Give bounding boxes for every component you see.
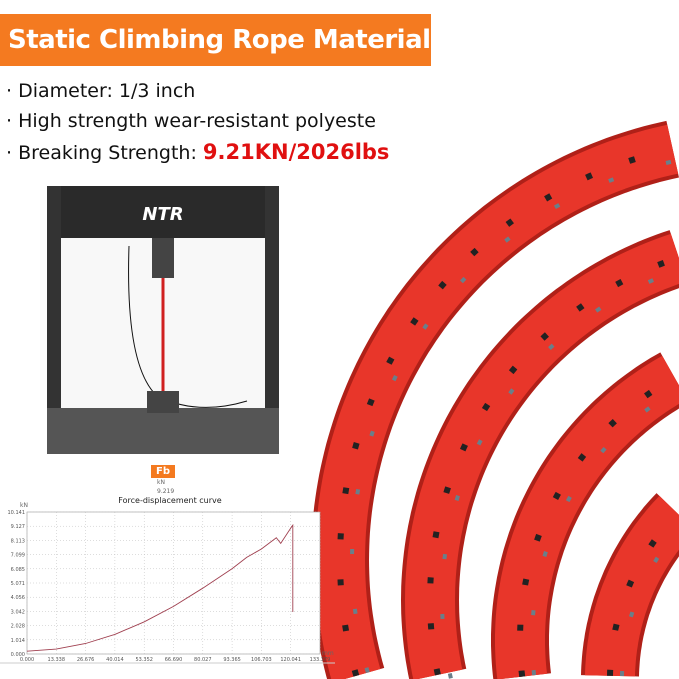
readout-unit: kN	[157, 479, 165, 486]
rope-coil-surface	[314, 124, 679, 679]
rope-coil-surface	[585, 495, 679, 677]
strength-value: 9.21KN/2026lbs	[202, 140, 390, 164]
x-axis-unit: mm	[322, 650, 334, 657]
bullet-diameter: · Diameter: 1/3 inch	[6, 80, 196, 102]
bullet-text: Diameter: 1/3 inch	[18, 80, 196, 102]
rope-coil-surface	[495, 355, 679, 679]
fb-badge: Fb	[151, 465, 175, 478]
readout-value: 9.219	[157, 488, 175, 495]
bullet-material: · High strength wear-resistant polyeste	[6, 110, 376, 132]
bullet-strength: · Breaking Strength: 9.21KN/2026lbs	[6, 140, 390, 164]
tester-brand: NTR	[142, 204, 183, 225]
bullet-text: High strength wear-resistant polyeste	[18, 110, 376, 132]
rope-coil-surface	[404, 233, 679, 679]
tensile-tester-image: NTR	[47, 186, 279, 454]
y-axis-unit: kN	[20, 502, 28, 509]
bullet-text: Breaking Strength:	[18, 142, 203, 164]
chart-title: Force-displacement curve	[118, 496, 222, 505]
banner-title: Static Climbing Rope Material	[0, 14, 431, 66]
